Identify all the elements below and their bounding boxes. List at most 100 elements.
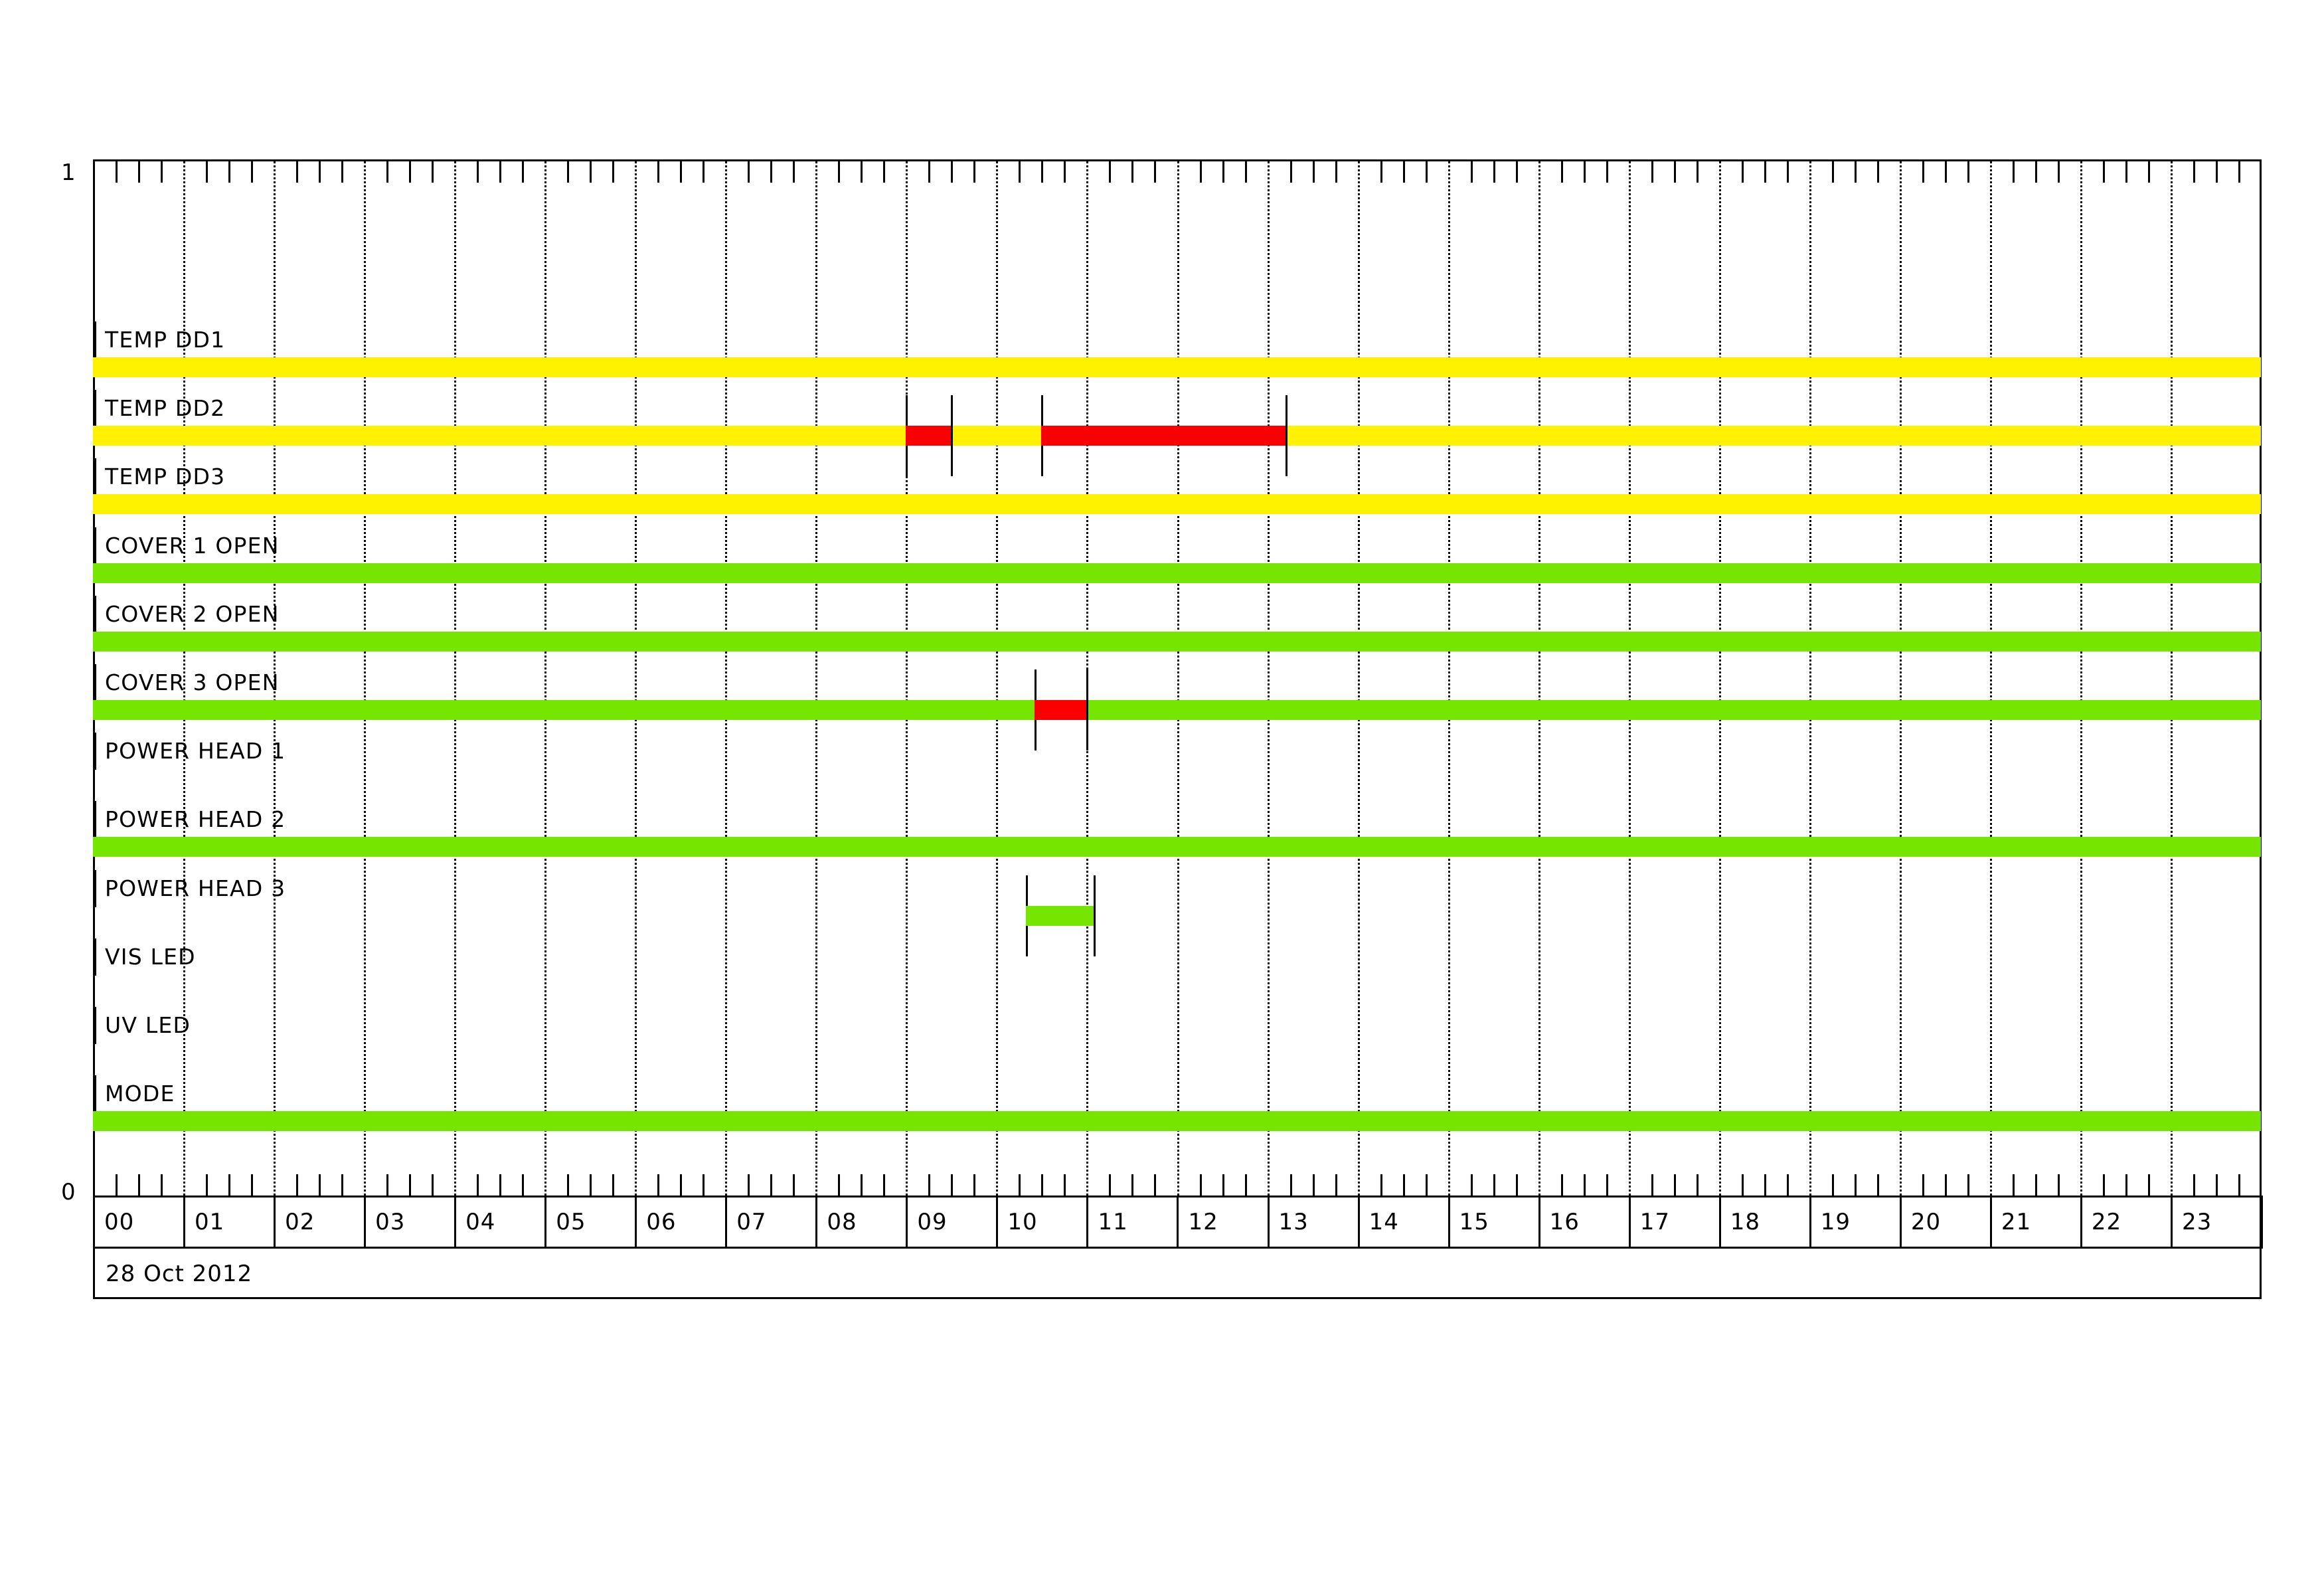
hour-cell-13: 13 <box>1270 1196 1360 1249</box>
tick-top <box>770 161 773 183</box>
tick-top <box>1786 161 1789 183</box>
hour-cell-22: 22 <box>2082 1196 2173 1249</box>
tick-bottom <box>1131 1174 1134 1196</box>
tick-bottom <box>1312 1174 1315 1196</box>
gridline-hour-17 <box>1628 161 1631 1196</box>
hour-label: 06 <box>646 1209 677 1235</box>
tick-bottom <box>1222 1174 1224 1196</box>
gridline-hour-16 <box>1538 161 1540 1196</box>
tick-top <box>1041 161 1044 183</box>
channel-label-vis-led: VIS LED <box>105 943 196 970</box>
tick-bottom <box>1673 1174 1676 1196</box>
channel-segment <box>1026 905 1094 926</box>
gridline-hour-04 <box>454 161 457 1196</box>
tick-bottom <box>1199 1174 1202 1196</box>
tick-top <box>1289 161 1292 183</box>
row-tick-mark <box>93 458 96 496</box>
gridline-hour-07 <box>725 161 728 1196</box>
tick-top <box>1131 161 1134 183</box>
tick-bottom <box>567 1174 570 1196</box>
channel-label-temp-dd2: TEMP DD2 <box>105 395 226 422</box>
tick-bottom <box>138 1174 141 1196</box>
gridline-hour-19 <box>1809 161 1811 1196</box>
tick-top <box>409 161 412 183</box>
row-tick-mark <box>93 664 96 701</box>
tick-bottom <box>522 1174 525 1196</box>
gridline-hour-21 <box>1989 161 1992 1196</box>
tick-top <box>1380 161 1382 183</box>
tick-top <box>2102 161 2105 183</box>
tick-bottom <box>2238 1174 2240 1196</box>
tick-bottom <box>951 1174 954 1196</box>
gridline-hour-15 <box>1448 161 1450 1196</box>
tick-top <box>341 161 344 183</box>
tick-top <box>973 161 976 183</box>
channel-band <box>93 700 2261 720</box>
hour-label: 04 <box>465 1209 496 1235</box>
gridline-hour-23 <box>2170 161 2173 1196</box>
date-strip: 28 Oct 2012 <box>93 1249 2262 1299</box>
channel-label-cover-3-open: COVER 3 OPEN <box>105 669 280 695</box>
tick-top <box>522 161 525 183</box>
tick-top <box>1651 161 1653 183</box>
tick-top <box>1312 161 1315 183</box>
tick-top <box>499 161 502 183</box>
tick-bottom <box>1764 1174 1766 1196</box>
tick-top <box>1922 161 1924 183</box>
hour-label: 20 <box>1910 1209 1942 1235</box>
tick-bottom <box>1944 1174 1947 1196</box>
tick-top <box>2057 161 2060 183</box>
tick-top <box>861 161 863 183</box>
channel-band <box>93 357 2261 377</box>
channel-label-cover-1-open: COVER 1 OPEN <box>105 532 280 559</box>
gridline-hour-06 <box>635 161 637 1196</box>
date-label: 28 Oct 2012 <box>106 1261 253 1287</box>
tick-bottom <box>1876 1174 1879 1196</box>
hour-label: 03 <box>375 1209 406 1235</box>
tick-top <box>612 161 615 183</box>
hour-cell-17: 17 <box>1631 1196 1721 1249</box>
tick-top <box>1470 161 1473 183</box>
tick-bottom <box>251 1174 254 1196</box>
tick-bottom <box>928 1174 931 1196</box>
tick-top <box>951 161 954 183</box>
row-tick-mark <box>93 595 96 633</box>
tick-bottom <box>1425 1174 1428 1196</box>
gridline-hour-03 <box>364 161 367 1196</box>
channel-band <box>93 494 2261 515</box>
tick-bottom <box>2012 1174 2015 1196</box>
channel-label-temp-dd1: TEMP DD1 <box>105 327 226 353</box>
tick-bottom <box>861 1174 863 1196</box>
tick-bottom <box>1967 1174 1969 1196</box>
tick-bottom <box>1380 1174 1382 1196</box>
channel-label-power-head-1: POWER HEAD 1 <box>105 738 286 764</box>
tick-bottom <box>1289 1174 1292 1196</box>
hour-cell-10: 10 <box>998 1196 1089 1249</box>
hour-label: 14 <box>1369 1209 1399 1235</box>
channel-label-power-head-3: POWER HEAD 3 <box>105 875 286 901</box>
tick-bottom <box>386 1174 389 1196</box>
gridline-hour-18 <box>1718 161 1721 1196</box>
hour-cell-07: 07 <box>727 1196 818 1249</box>
tick-top <box>1854 161 1857 183</box>
tick-bottom <box>657 1174 660 1196</box>
hour-label: 11 <box>1098 1209 1128 1235</box>
axis-right <box>2260 159 2262 1197</box>
row-tick-mark <box>93 733 96 770</box>
hour-label: 05 <box>556 1209 586 1235</box>
tick-bottom <box>161 1174 163 1196</box>
tick-top <box>161 161 163 183</box>
tick-bottom <box>1741 1174 1744 1196</box>
hour-cell-21: 21 <box>1992 1196 2082 1249</box>
tick-top <box>748 161 750 183</box>
tick-bottom <box>1019 1174 1021 1196</box>
tick-top <box>116 161 118 183</box>
gridline-hour-01 <box>183 161 186 1196</box>
y-axis-label-max: 1 <box>61 159 76 186</box>
hour-label: 02 <box>285 1209 315 1235</box>
tick-top <box>1109 161 1112 183</box>
tick-top <box>680 161 683 183</box>
channel-label-temp-dd3: TEMP DD3 <box>105 464 226 490</box>
tick-bottom <box>703 1174 705 1196</box>
tick-top <box>1493 161 1495 183</box>
